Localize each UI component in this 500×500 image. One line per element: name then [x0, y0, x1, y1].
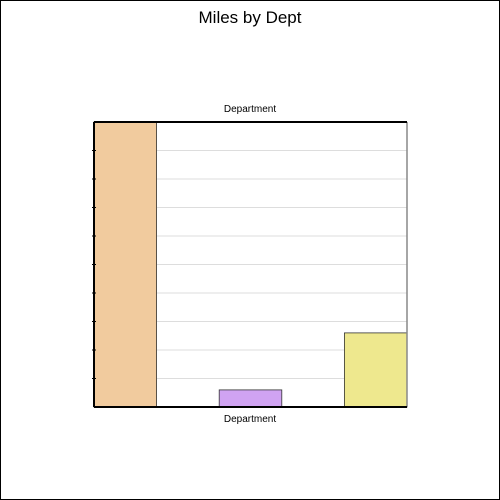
- x-axis-label: Department: [223, 414, 277, 425]
- bar-2: [218, 389, 283, 408]
- bar-0: [93, 121, 157, 408]
- bar-4: [343, 332, 408, 408]
- y-axis-ticks: [92, 150, 96, 379]
- x2-axis-label: Department: [223, 104, 277, 115]
- chart-title: Miles by Dept: [198, 8, 302, 27]
